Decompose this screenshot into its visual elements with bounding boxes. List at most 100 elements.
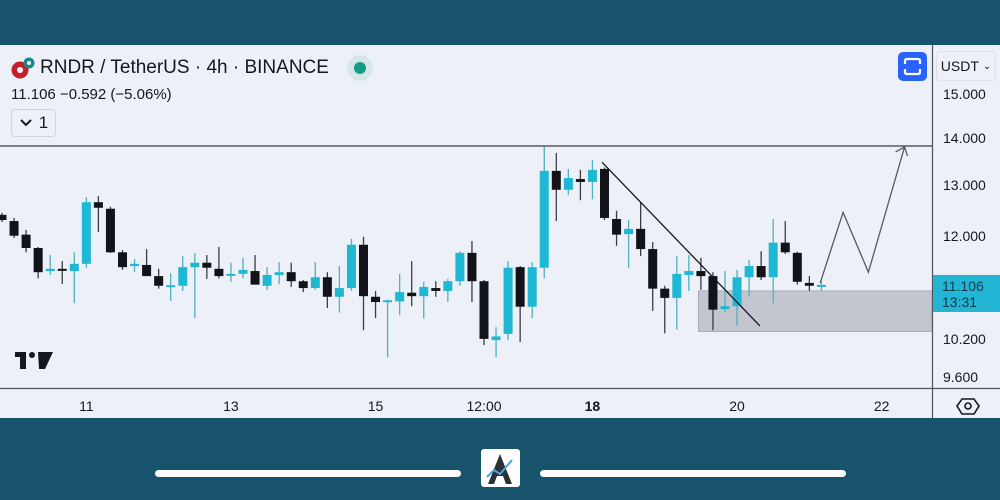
- candle-body: [708, 276, 718, 310]
- candle-bearish: [33, 246, 43, 279]
- candle-body: [395, 292, 405, 302]
- candle-body: [9, 221, 19, 236]
- candle-body: [407, 292, 417, 297]
- settings-icon[interactable]: [956, 398, 980, 415]
- candle-bearish: [9, 217, 19, 238]
- candle-body: [455, 252, 465, 282]
- candle-body: [298, 281, 308, 289]
- candle-bearish: [371, 290, 381, 319]
- candle-bullish: [744, 259, 754, 297]
- candle-body: [274, 272, 284, 275]
- chevron-down-icon: ⌄: [982, 60, 992, 72]
- candle-bullish: [768, 218, 778, 304]
- candle-bearish: [286, 262, 296, 287]
- candle-bullish: [684, 255, 694, 291]
- projection-path[interactable]: [819, 146, 906, 284]
- candle-bearish: [600, 167, 609, 221]
- candle-bearish: [322, 272, 332, 308]
- candle-bearish: [792, 251, 802, 285]
- candle-body: [768, 242, 778, 278]
- indicators-count: 1: [38, 113, 49, 132]
- candle-bullish: [274, 262, 284, 285]
- candle-bearish: [298, 280, 308, 293]
- candle-body: [527, 267, 537, 307]
- currency-dropdown[interactable]: USDT ⌄: [936, 51, 996, 81]
- price-tick-label: 9.600: [943, 369, 979, 386]
- candle-bullish: [503, 261, 513, 341]
- candle-body: [214, 268, 224, 277]
- symbol-title[interactable]: RNDR / TetherUS · 4h · BINANCE: [40, 57, 329, 78]
- candle-body: [612, 218, 622, 235]
- time-tick-label: 15: [367, 398, 384, 414]
- candle-body: [238, 269, 248, 274]
- candle-bearish: [612, 210, 622, 246]
- candle-body: [142, 264, 152, 277]
- candle-bearish: [708, 272, 718, 331]
- last-price-label: 11.106 13:31: [933, 275, 1000, 312]
- candle-bullish: [334, 266, 344, 313]
- bar-countdown: 13:31: [942, 294, 978, 310]
- candle-body: [45, 268, 55, 272]
- candle-bearish: [407, 261, 417, 307]
- candle-body: [648, 249, 658, 289]
- candle-body: [286, 272, 296, 282]
- trendline[interactable]: [601, 161, 761, 327]
- chart-panel[interactable]: [0, 45, 1000, 418]
- indicators-toggle-button[interactable]: 1: [11, 109, 56, 137]
- candle-bullish: [395, 273, 405, 316]
- candle-bullish: [178, 256, 188, 291]
- brand-logo: [481, 449, 520, 487]
- candle-body: [503, 267, 513, 334]
- candle-body: [804, 282, 814, 286]
- candle-body: [33, 247, 43, 273]
- candle-body: [0, 214, 7, 221]
- candle-bearish: [105, 206, 115, 253]
- candle-bearish: [0, 212, 7, 223]
- price-tick-label: 12.000: [943, 227, 986, 244]
- price-tick-label: 14.000: [943, 129, 986, 146]
- candle-bearish: [431, 281, 441, 297]
- fullscreen-icon: [903, 57, 922, 76]
- candle-body: [154, 276, 164, 286]
- market-status-indicator[interactable]: [347, 55, 373, 81]
- time-tick-label: 11: [79, 398, 94, 414]
- chevron-down-icon: [20, 119, 32, 127]
- candle-body: [575, 179, 585, 182]
- candle-body: [696, 271, 706, 277]
- candle-body: [732, 277, 742, 307]
- candle-bullish: [81, 197, 91, 268]
- last-price: 11.106: [942, 278, 984, 294]
- candle-bullish: [45, 255, 55, 275]
- candle-bearish: [250, 255, 260, 285]
- candle-body: [600, 168, 609, 218]
- candle-bearish: [359, 236, 368, 331]
- candle-body: [178, 267, 188, 286]
- decor-bar-right: [540, 470, 846, 477]
- time-tick-label: 18: [584, 398, 601, 414]
- candle-body: [359, 244, 368, 297]
- fullscreen-button[interactable]: [898, 52, 927, 81]
- candle-bearish: [154, 268, 164, 289]
- candle-body: [816, 284, 826, 287]
- candle-bullish: [190, 252, 200, 319]
- candle-body: [130, 263, 140, 267]
- tradingview-logo[interactable]: [15, 352, 53, 369]
- candle-bearish: [57, 261, 67, 285]
- candle-body: [118, 252, 127, 268]
- candle-body: [467, 252, 477, 282]
- candle-body: [780, 242, 790, 253]
- candle-body: [684, 271, 694, 275]
- candle-body: [756, 266, 766, 278]
- candle-body: [69, 263, 79, 272]
- candle-bearish: [780, 221, 790, 254]
- candle-bearish: [21, 229, 31, 253]
- candle-bearish: [118, 250, 127, 270]
- candle-body: [551, 170, 561, 190]
- candle-bullish: [443, 278, 453, 303]
- candle-bullish: [563, 168, 573, 196]
- candle-bearish: [575, 169, 585, 201]
- candle-body: [383, 300, 393, 303]
- candle-bearish: [142, 249, 152, 277]
- candle-bearish: [479, 280, 489, 346]
